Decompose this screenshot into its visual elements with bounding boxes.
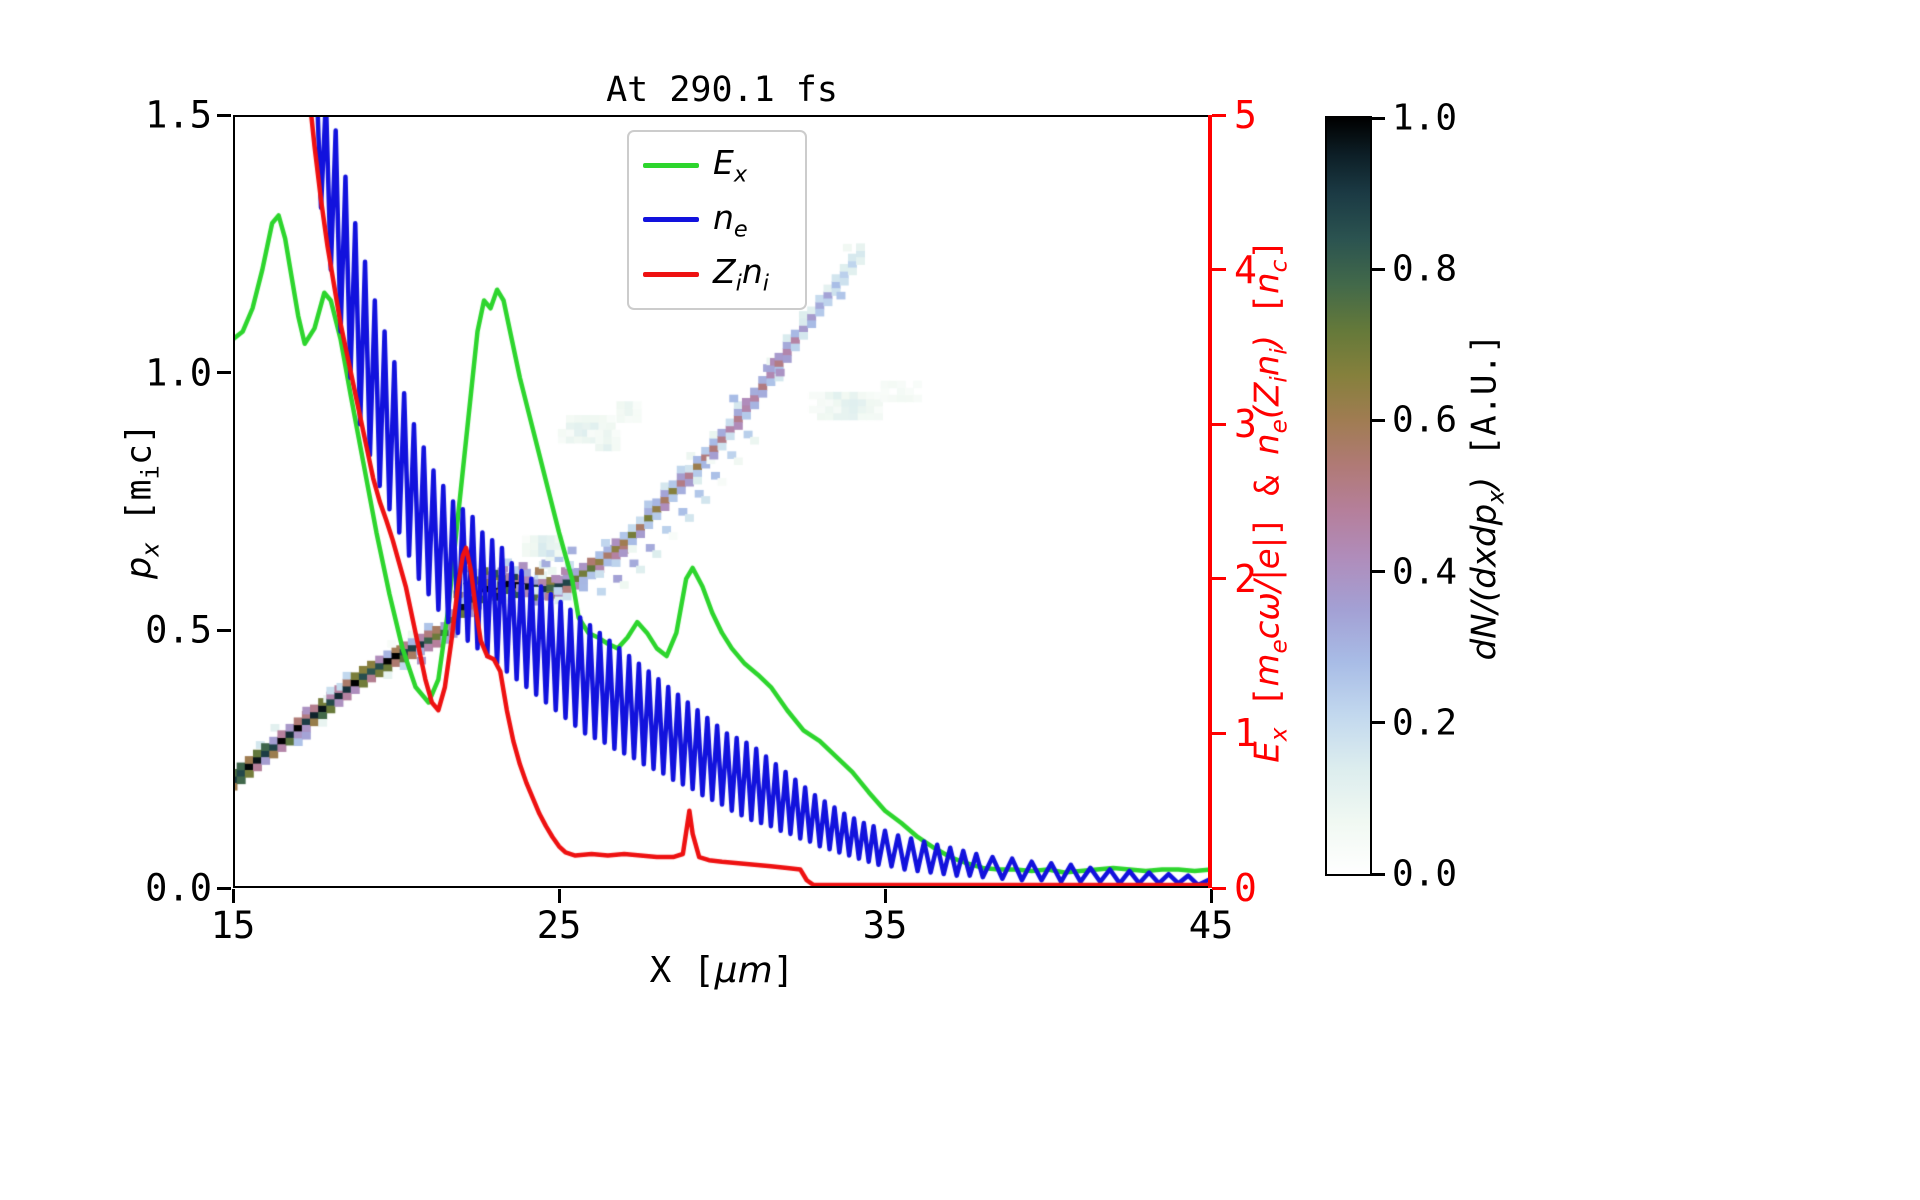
right-axis-spine bbox=[1208, 115, 1212, 888]
y-tick-mark bbox=[217, 371, 231, 375]
x-tick-label: 25 bbox=[536, 904, 582, 947]
x-tick-label: 35 bbox=[862, 904, 908, 947]
y2-tick-mark bbox=[1212, 422, 1226, 426]
y2-tick-mark bbox=[1212, 113, 1226, 117]
legend-line-ne bbox=[643, 217, 699, 223]
colorbar-tick-label: 1.0 bbox=[1392, 97, 1458, 139]
x-tick-mark bbox=[231, 889, 235, 903]
colorbar-tick-mark bbox=[1372, 570, 1385, 574]
colorbar-label: dN/(dxdpx) [A.U.] bbox=[1464, 333, 1510, 661]
x-tick-label: 45 bbox=[1188, 904, 1234, 947]
y2-tick-mark bbox=[1212, 577, 1226, 581]
y-tick-label: 0.5 bbox=[145, 608, 212, 652]
colorbar-tick-mark bbox=[1372, 872, 1385, 876]
y2-tick-label: 3 bbox=[1234, 402, 1257, 447]
y-tick-mark bbox=[217, 886, 231, 890]
legend-item-zini: Zini bbox=[629, 252, 805, 297]
y-tick-label: 1.0 bbox=[145, 351, 212, 395]
y2-tick-mark bbox=[1212, 268, 1226, 272]
legend: Ex ne Zini bbox=[627, 130, 807, 310]
y2-tick-label: 5 bbox=[1234, 93, 1257, 137]
y-tick-mark bbox=[217, 628, 231, 632]
legend-item-ne: ne bbox=[629, 197, 805, 243]
colorbar-tick-mark bbox=[1372, 418, 1385, 422]
x-axis-label: X [μm] bbox=[649, 950, 795, 991]
colorbar-tick-label: 0.2 bbox=[1392, 702, 1458, 744]
legend-line-zini bbox=[643, 272, 699, 278]
x-tick-mark bbox=[1209, 889, 1213, 903]
legend-label-ex: Ex bbox=[713, 143, 748, 188]
left-axis-label: px [mic] bbox=[119, 422, 165, 580]
y2-tick-label: 4 bbox=[1234, 247, 1257, 292]
right-axis-label: Ex [mecω/|e|] & ne(Zini) [nc] bbox=[1247, 239, 1293, 763]
y2-tick-label: 0 bbox=[1234, 866, 1257, 910]
y2-tick-label: 2 bbox=[1234, 556, 1257, 601]
y-tick-mark bbox=[217, 113, 231, 117]
y2-tick-label: 1 bbox=[1234, 711, 1257, 756]
x-tick-label: 15 bbox=[210, 904, 256, 947]
legend-item-ex: Ex bbox=[629, 143, 805, 188]
colorbar-tick-label: 0.4 bbox=[1392, 551, 1458, 593]
colorbar-tick-mark bbox=[1372, 116, 1385, 120]
y-tick-label: 1.5 bbox=[145, 93, 212, 137]
y2-tick-mark bbox=[1212, 886, 1226, 890]
legend-label-ne: ne bbox=[713, 197, 748, 243]
legend-line-ex bbox=[643, 162, 699, 168]
colorbar-tick-label: 0.6 bbox=[1392, 399, 1458, 441]
colorbar-tick-label: 0.8 bbox=[1392, 248, 1458, 290]
colorbar-tick-mark bbox=[1372, 721, 1385, 725]
colorbar bbox=[1325, 116, 1372, 876]
x-tick-mark bbox=[883, 889, 887, 903]
y2-tick-mark bbox=[1212, 731, 1226, 735]
colorbar-tick-label: 0.0 bbox=[1392, 853, 1458, 895]
y-tick-label: 0.0 bbox=[145, 866, 212, 910]
colorbar-tick-mark bbox=[1372, 267, 1385, 271]
plot-title: At 290.1 fs bbox=[606, 70, 838, 110]
legend-label-zini: Zini bbox=[713, 252, 769, 297]
x-tick-mark bbox=[557, 889, 561, 903]
